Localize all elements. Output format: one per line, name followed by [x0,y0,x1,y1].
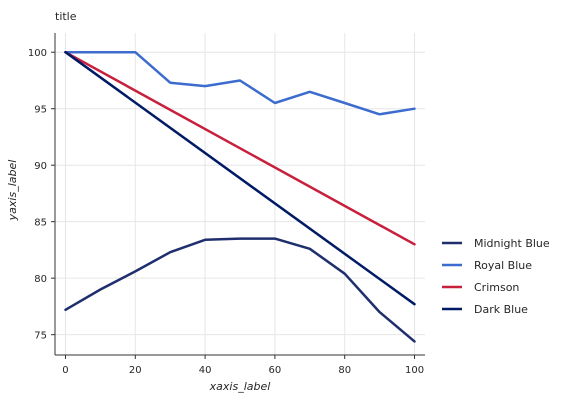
y-tick-label: 100 [28,48,47,59]
y-tick-label: 95 [34,105,47,116]
x-tick-label: 0 [62,365,68,376]
y-tick-label: 85 [34,218,47,229]
chart-title: title [55,10,77,23]
legend-label-dark-blue: Dark Blue [474,303,528,316]
legend-label-royal-blue: Royal Blue [474,259,532,272]
x-tick-label: 60 [269,365,282,376]
y-tick-label: 80 [34,274,47,285]
x-tick-label: 40 [199,365,212,376]
y-tick-label: 75 [34,331,47,342]
y-tick-label: 90 [34,161,47,172]
legend-label-midnight-blue: Midnight Blue [474,237,550,250]
x-tick-label: 20 [129,365,142,376]
x-tick-label: 80 [338,365,351,376]
y-axis-label: yaxis_label [6,160,19,222]
x-tick-label: 100 [405,365,424,376]
x-axis-label: xaxis_label [209,380,271,393]
legend-label-crimson: Crimson [474,281,519,294]
